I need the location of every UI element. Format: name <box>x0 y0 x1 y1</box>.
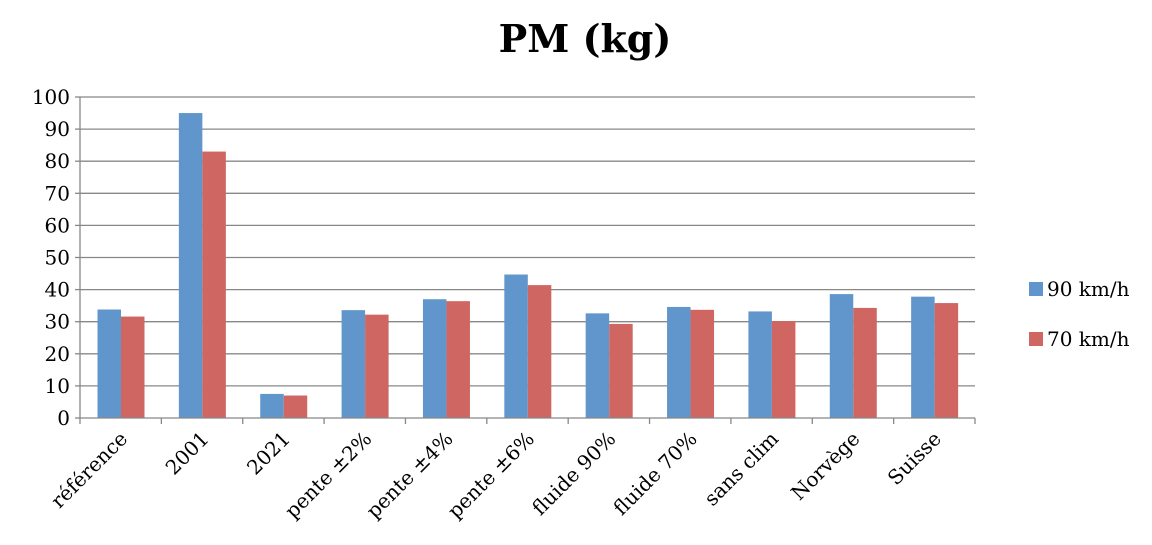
bar <box>853 307 877 418</box>
x-tick-label: Suisse <box>883 427 946 490</box>
x-tick-label: 2001 <box>161 427 214 480</box>
bar <box>934 303 959 418</box>
bar <box>690 309 715 418</box>
legend-swatch <box>1029 332 1043 346</box>
bar <box>178 113 203 419</box>
bar <box>97 309 121 418</box>
x-tick-label: Norvège <box>786 427 864 505</box>
legend-label: 90 km/h <box>1047 277 1130 301</box>
bar <box>341 310 366 418</box>
x-tick-label: 2021 <box>242 427 295 480</box>
bar <box>365 314 389 418</box>
x-tick-label: pente ±2% <box>280 427 376 523</box>
x-tick-label: pente ±4% <box>361 427 457 523</box>
y-tick-label: 40 <box>45 278 70 302</box>
bar <box>504 274 528 418</box>
x-tick-label: fluide 70% <box>608 427 701 520</box>
bar <box>422 299 447 418</box>
y-tick-label: 50 <box>45 246 70 270</box>
bar <box>829 294 854 418</box>
bar <box>202 151 226 418</box>
y-tick-label: 80 <box>45 149 70 173</box>
y-tick-label: 90 <box>45 117 70 141</box>
bar <box>527 285 552 418</box>
gridlines <box>80 96 975 387</box>
bar <box>771 321 796 418</box>
x-tick-label: fluide 90% <box>527 427 620 520</box>
x-tick-label: pente ±6% <box>443 427 539 523</box>
legend-swatch <box>1029 282 1043 296</box>
y-tick-label: 100 <box>32 85 70 109</box>
chart-title: PM (kg) <box>499 16 672 61</box>
y-tick-label: 70 <box>45 181 70 205</box>
bar <box>283 395 308 418</box>
x-tick-label: référence <box>46 427 132 513</box>
legend-label: 70 km/h <box>1047 327 1130 351</box>
x-tick-label: sans clim <box>699 427 783 511</box>
y-tick-label: 20 <box>45 342 70 366</box>
bar <box>748 311 772 418</box>
bar <box>609 323 633 418</box>
bar <box>446 301 470 418</box>
legend: 90 km/h 70 km/h <box>1029 277 1130 351</box>
y-tick-label: 10 <box>45 374 70 398</box>
axes <box>79 97 976 424</box>
bar <box>911 296 935 418</box>
y-axis-ticks: 0 10 20 30 40 50 60 70 80 90 100 <box>32 85 80 430</box>
bar <box>667 306 691 418</box>
bar <box>585 313 610 418</box>
bar <box>260 393 284 418</box>
y-tick-label: 0 <box>57 406 70 430</box>
bar <box>121 316 145 418</box>
bars <box>97 113 959 419</box>
y-tick-label: 30 <box>45 310 70 334</box>
y-tick-label: 60 <box>45 213 70 237</box>
